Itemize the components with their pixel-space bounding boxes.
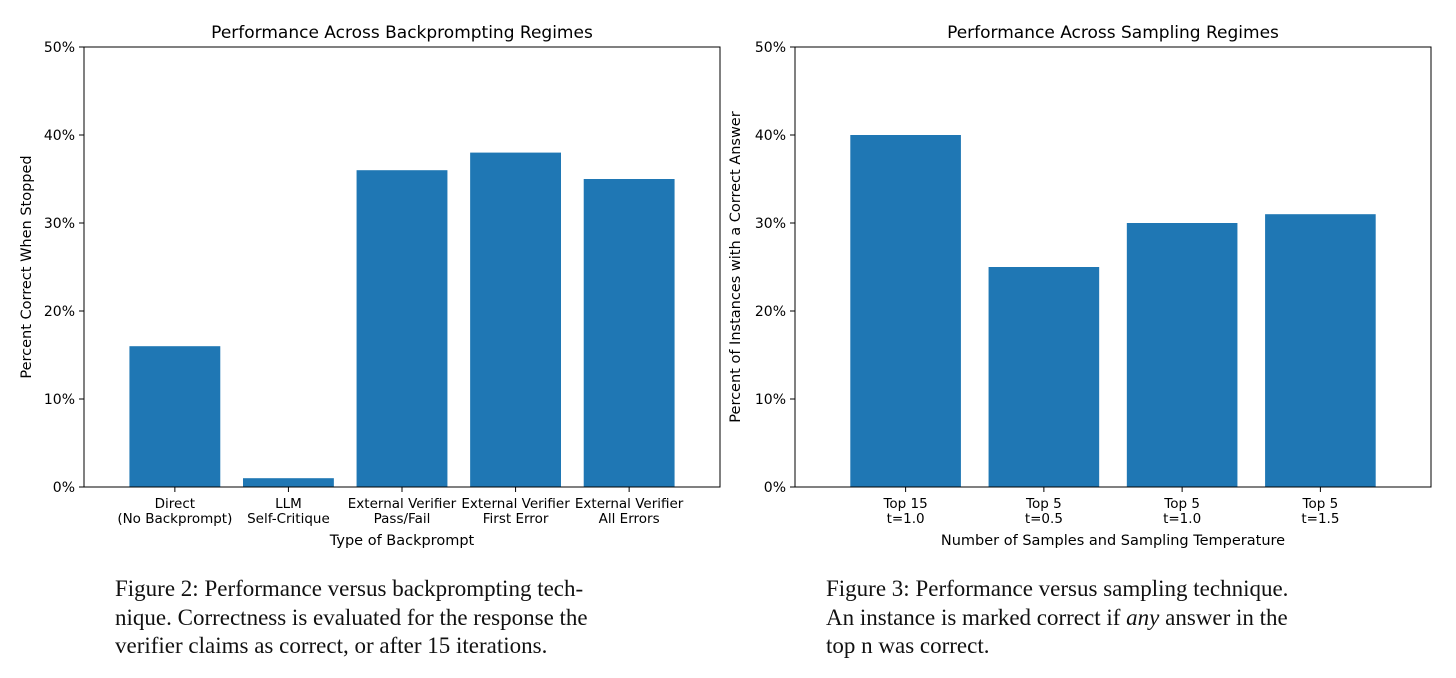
bar — [1126, 223, 1238, 487]
y-tick-label: 10% — [44, 392, 75, 408]
y-tick-label: 50% — [44, 40, 75, 56]
x-tick-label-line: t=1.5 — [1301, 511, 1339, 527]
x-tick-label-line: Self-Critique — [247, 511, 330, 527]
caption-emphasis: any — [1126, 604, 1160, 630]
y-tick-label: 40% — [44, 128, 75, 144]
caption-line: top n was correct. — [826, 633, 990, 658]
x-tick-label: External Verifier All Errors — [575, 496, 684, 527]
x-tick-label-line: t=0.5 — [1025, 511, 1063, 527]
bar — [470, 152, 561, 487]
x-tick-label-line: External Verifier — [461, 496, 570, 512]
y-tick-label: 20% — [755, 304, 786, 320]
y-tick-label: 40% — [755, 128, 786, 144]
right-figure-panel: 0% 10% 20% 30% 40% 50% Top 15 t=1.0 Top 5 t=0.5 To… — [728, 0, 1456, 678]
x-tick-label-line: Pass/Fail — [374, 511, 431, 527]
x-tick-label-line: External Verifier — [575, 496, 684, 512]
y-tick-label: 0% — [53, 480, 75, 496]
y-axis-label: Percent of Instances with a Correct Answ… — [728, 111, 744, 422]
x-tick-label: Top 5 t=0.5 — [1025, 496, 1063, 527]
x-tick-label-line: Direct — [155, 496, 195, 512]
x-tick-label-line: First Error — [483, 511, 549, 527]
x-tick-label-line: (No Backprompt) — [117, 511, 232, 527]
bar — [129, 346, 221, 487]
x-axis-label: Type of Backprompt — [329, 533, 475, 549]
figure-3-caption: Figure 3: Performance versus sampling te… — [826, 575, 1386, 661]
y-tick-label: 10% — [755, 392, 786, 408]
x-tick-label-line: External Verifier — [348, 496, 457, 512]
x-tick-label: Direct (No Backprompt) — [117, 496, 232, 527]
x-tick-label: External Verifier Pass/Fail — [348, 496, 457, 527]
x-axis-label: Number of Samples and Sampling Temperatu… — [941, 533, 1285, 549]
x-tick-label-line: t=1.0 — [887, 511, 925, 527]
x-tick-label-line: t=1.0 — [1163, 511, 1201, 527]
caption-line: Figure 3: Performance versus sampling te… — [826, 576, 1289, 601]
caption-line: nique. Correctness is evaluated for the … — [115, 604, 588, 630]
caption-text: An instance is marked correct if — [826, 604, 1127, 630]
caption-line: Figure 2: Performance versus backprompti… — [115, 576, 584, 601]
bar — [356, 170, 448, 487]
x-tick-label: External Verifier First Error — [461, 496, 570, 527]
y-axis-label: Percent Correct When Stopped — [19, 155, 35, 378]
x-tick-label: LLM Self-Critique — [247, 496, 330, 527]
bar — [1265, 214, 1376, 487]
x-tick-label-line: LLM — [275, 496, 302, 512]
bar — [850, 135, 961, 487]
x-tick-label: Top 15 t=1.0 — [882, 496, 927, 527]
bar — [988, 267, 1100, 487]
bar — [583, 179, 675, 487]
caption-text: answer in the — [1159, 604, 1288, 630]
x-tick-label-line: Top 5 — [1163, 496, 1200, 512]
left-figure-panel: 0% 10% 20% 30% 40% 50% Direct (No Backprompt) LL… — [19, 23, 721, 549]
caption-line: verifier claims as correct, or after 15 … — [115, 633, 548, 658]
x-tick-label-line: Top 5 — [1025, 496, 1062, 512]
x-tick-label-line: Top 15 — [882, 496, 927, 512]
chart-title: Performance Across Backprompting Regimes — [211, 23, 593, 43]
x-tick-label-line: All Errors — [599, 511, 660, 527]
backprompting-chart: 0% 10% 20% 30% 40% 50% Direct (No Backprompt) LL… — [19, 23, 721, 549]
chart-title: Performance Across Sampling Regimes — [947, 23, 1279, 43]
y-tick-label: 30% — [44, 216, 75, 232]
x-tick-label-line: Top 5 — [1302, 496, 1339, 512]
y-tick-label: 20% — [44, 304, 75, 320]
y-tick-label: 30% — [755, 216, 786, 232]
plot-frame — [794, 46, 1432, 488]
x-tick-label: Top 5 t=1.0 — [1163, 496, 1201, 527]
x-tick-label: Top 5 t=1.5 — [1301, 496, 1339, 527]
y-tick-label: 0% — [764, 480, 786, 496]
bar — [243, 478, 334, 487]
figure-2-caption: Figure 2: Performance versus backprompti… — [115, 575, 675, 661]
y-tick-label: 50% — [755, 40, 786, 56]
